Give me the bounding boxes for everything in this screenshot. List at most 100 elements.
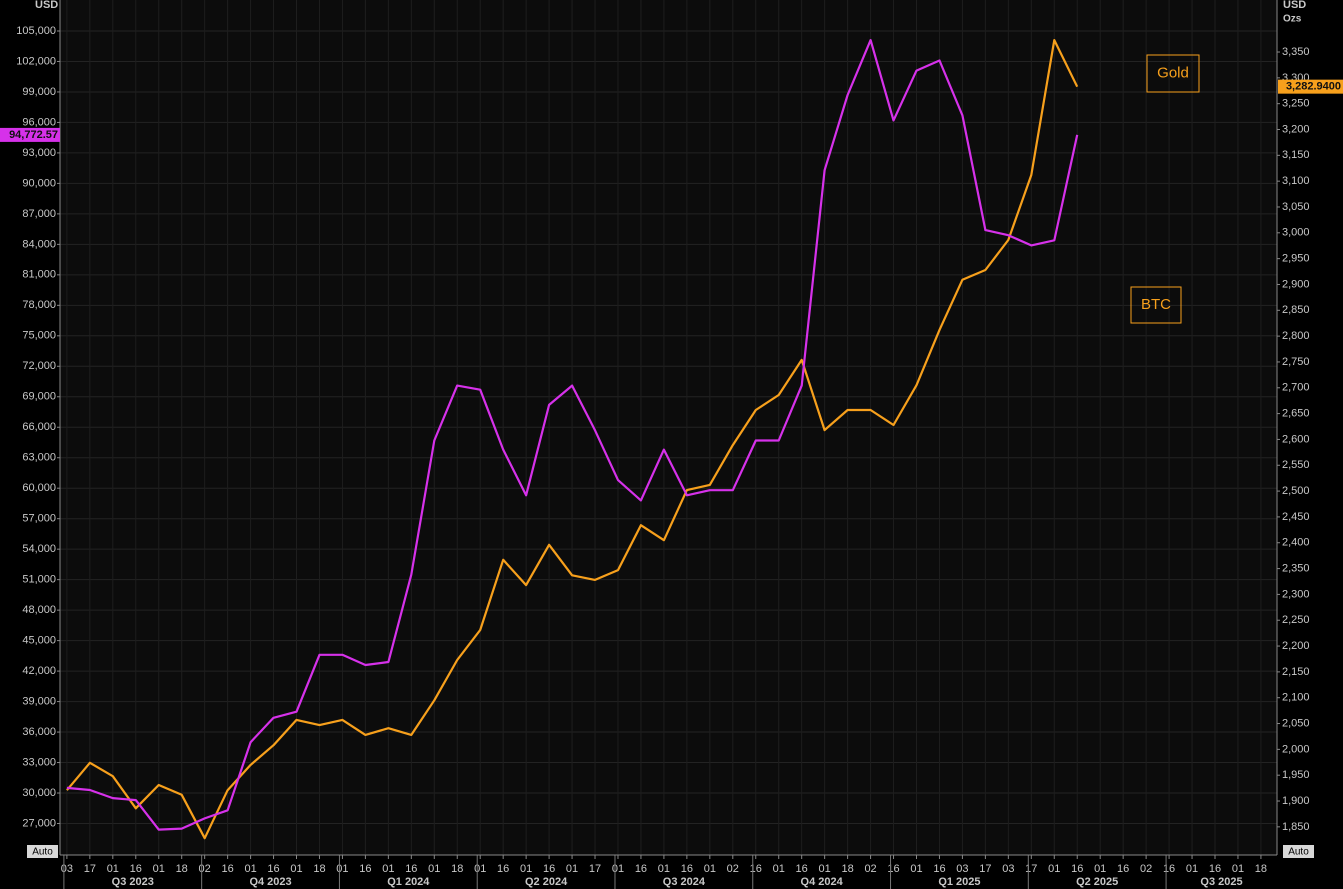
y2-tick-label: 2,150 <box>1282 666 1310 678</box>
legend-label: BTC <box>1141 296 1171 313</box>
last-value-box <box>1278 79 1343 94</box>
x-tick-label: 18 <box>841 863 853 875</box>
legend-box <box>1146 54 1200 93</box>
x-tick-label: 16 <box>1071 863 1083 875</box>
y2-tick-label: 2,450 <box>1282 511 1310 523</box>
y2-tick-label: 2,600 <box>1282 433 1310 445</box>
y2-tick-label: 2,700 <box>1282 382 1310 394</box>
x-tick-label: 16 <box>796 863 808 875</box>
x-tick-label: 01 <box>1186 863 1198 875</box>
x-tick-label: 18 <box>176 863 188 875</box>
y-tick-label: 27,000 <box>22 817 56 829</box>
x-tick-label: 18 <box>313 863 325 875</box>
x-tick-label: 01 <box>290 863 302 875</box>
y2-tick-label: 2,200 <box>1282 640 1310 652</box>
x-tick-label: 01 <box>428 863 440 875</box>
y2-tick-label: 3,350 <box>1282 46 1310 58</box>
y2-tick-label: 2,900 <box>1282 278 1310 290</box>
x-tick-label: 01 <box>704 863 716 875</box>
x-tick-label: 01 <box>107 863 119 875</box>
y2-tick-label: 2,100 <box>1282 692 1310 704</box>
y2-tick-label: 1,900 <box>1282 795 1310 807</box>
y-tick-label: 60,000 <box>22 482 56 494</box>
y-tick-label: 36,000 <box>22 726 56 738</box>
x-tick-label: 01 <box>658 863 670 875</box>
quarter-label: Q4 2023 <box>249 876 291 888</box>
auto-button-label: Auto <box>32 847 53 858</box>
y-tick-label: 99,000 <box>22 86 56 98</box>
x-tick-label: 01 <box>1048 863 1060 875</box>
y2-tick-label: 2,800 <box>1282 330 1310 342</box>
y2-tick-label: 2,350 <box>1282 562 1310 574</box>
x-tick-label: 03 <box>1002 863 1014 875</box>
y2-tick-label: 3,150 <box>1282 149 1310 161</box>
x-tick-label: 17 <box>979 863 991 875</box>
y2-tick-label: 3,250 <box>1282 98 1310 110</box>
y2-tick-label: 2,400 <box>1282 537 1310 549</box>
x-tick-label: 16 <box>1163 863 1175 875</box>
x-tick-label: 17 <box>84 863 96 875</box>
legend-label: Gold <box>1157 64 1189 81</box>
x-tick-label: 01 <box>819 863 831 875</box>
x-tick-label: 16 <box>1117 863 1129 875</box>
y-tick-label: 87,000 <box>22 208 56 220</box>
x-tick-label: 16 <box>635 863 647 875</box>
y-tick-label: 48,000 <box>22 604 56 616</box>
y-tick-label: 39,000 <box>22 695 56 707</box>
y2-tick-label: 3,050 <box>1282 201 1310 213</box>
y2-tick-label: 2,550 <box>1282 459 1310 471</box>
y-tick-label: 42,000 <box>22 665 56 677</box>
y-tick-label: 45,000 <box>22 635 56 647</box>
x-tick-label: 01 <box>566 863 578 875</box>
y-tick-label: 51,000 <box>22 574 56 586</box>
quarter-label: Q3 2025 <box>1200 876 1242 888</box>
x-tick-label: 18 <box>1255 863 1267 875</box>
quarter-label: Q4 2024 <box>801 876 844 888</box>
x-tick-label: 01 <box>520 863 532 875</box>
last-value-label: 3,282.9400 <box>1286 81 1341 93</box>
y-tick-label: 78,000 <box>22 299 56 311</box>
x-tick-label: 16 <box>267 863 279 875</box>
y2-tick-label: 3,000 <box>1282 227 1310 239</box>
x-tick-label: 01 <box>612 863 624 875</box>
last-value-label: 94,772.57 <box>9 129 58 141</box>
auto-button[interactable]: Auto <box>27 845 58 858</box>
y-tick-label: 54,000 <box>22 543 56 555</box>
x-tick-label: 02 <box>199 863 211 875</box>
x-tick-label: 16 <box>887 863 899 875</box>
y-tick-label: 84,000 <box>22 238 56 250</box>
quarter-label: Q3 2024 <box>663 876 706 888</box>
y-tick-label: 81,000 <box>22 269 56 281</box>
y2-tick-label: 2,500 <box>1282 485 1310 497</box>
y2-tick-label: 2,250 <box>1282 614 1310 626</box>
auto-button-label: Auto <box>1288 847 1309 858</box>
auto-button[interactable]: Auto <box>1283 845 1314 858</box>
y2-tick-label: 2,000 <box>1282 743 1310 755</box>
y-axis-title: USD <box>35 0 58 11</box>
y-tick-label: 72,000 <box>22 360 56 372</box>
x-tick-label: 01 <box>910 863 922 875</box>
y2-tick-label: 1,850 <box>1282 821 1310 833</box>
y-tick-label: 63,000 <box>22 452 56 464</box>
y-tick-label: 57,000 <box>22 513 56 525</box>
x-tick-label: 16 <box>1209 863 1221 875</box>
x-tick-label: 16 <box>130 863 142 875</box>
x-tick-label: 16 <box>750 863 762 875</box>
y2-tick-label: 2,300 <box>1282 588 1310 600</box>
x-tick-label: 17 <box>1025 863 1037 875</box>
x-tick-label: 17 <box>589 863 601 875</box>
x-tick-label: 18 <box>451 863 463 875</box>
y2-tick-label: 2,050 <box>1282 717 1310 729</box>
x-tick-label: 16 <box>681 863 693 875</box>
quarter-label: Q2 2024 <box>525 876 568 888</box>
x-tick-label: 02 <box>1140 863 1152 875</box>
x-tick-label: 02 <box>864 863 876 875</box>
y2-axis-title: USD <box>1283 0 1306 11</box>
x-tick-label: 16 <box>359 863 371 875</box>
series-line <box>66 39 1079 831</box>
y-tick-label: 93,000 <box>22 147 56 159</box>
y-tick-label: 102,000 <box>16 55 56 67</box>
x-tick-label: 16 <box>405 863 417 875</box>
x-tick-label: 16 <box>497 863 509 875</box>
quarter-label: Q3 2023 <box>112 876 154 888</box>
